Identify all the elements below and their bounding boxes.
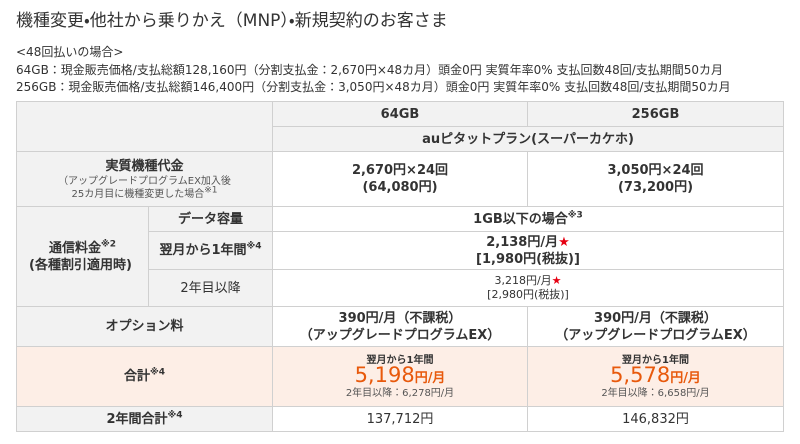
page-title: 機種変更・他社から乗りかえ（MNP）・新規契約のお客さま bbox=[16, 11, 448, 31]
sub-label: データ容量 bbox=[148, 206, 273, 232]
note: 64GB：現金販売価格/支払総額128,160円（分割支払金：2,670円×48… bbox=[16, 62, 724, 77]
cell: 3,218円/月★ [2,980円(税抜)] bbox=[272, 269, 784, 307]
sub-label: 翌月から1年間※4 bbox=[148, 231, 273, 270]
cell: 390円/月（不課税） （アップグレードプログラムEX） bbox=[272, 306, 528, 347]
row-label: 通信料金※2 (各種割引適用時) bbox=[16, 206, 149, 307]
period: 翌月から1年間 bbox=[622, 354, 689, 366]
label: 実質機種代金 bbox=[105, 158, 184, 174]
cell: 146,832円 bbox=[527, 406, 784, 432]
row: 2年間合計※4 137,712円 146,832円 bbox=[16, 406, 784, 432]
footnote-mark: ※3 bbox=[567, 210, 583, 221]
note: 256GB：現金販売価格/支払総額146,400円（分割支払金：3,050円×4… bbox=[16, 80, 731, 94]
value-tax-excl: [2,980円(税抜)] bbox=[487, 288, 569, 301]
row: 合計※4 翌月から1年間 5,198円/月 2年目以降：6,278円/月 翌月から1… bbox=[16, 346, 784, 407]
value: 3,218円/月★ bbox=[277, 274, 779, 288]
label: 合計 bbox=[123, 369, 150, 384]
cell: 137,712円 bbox=[272, 406, 528, 432]
after: 2年目以降：6,278円/月 bbox=[345, 387, 455, 399]
label-note: 25カ月目に機種変更した場合※1 bbox=[21, 185, 268, 201]
total: (73,200円) bbox=[617, 180, 694, 195]
price-table: 64GB 256GB auピタットプラン(スーパーカケホ) 実質機種代金 （アッ… bbox=[16, 101, 784, 432]
label-note: 25カ月目に機種変更した場合 bbox=[71, 188, 205, 200]
period: 翌月から1年間 bbox=[366, 354, 434, 366]
footnote-mark: ※4 bbox=[167, 410, 183, 421]
note-heading: <48回払いの場合> bbox=[16, 45, 124, 59]
notes: <48回払いの場合> 64GB：現金販売価格/支払総額128,160円（分割支払… bbox=[16, 44, 731, 97]
row-label: 合計※4 bbox=[16, 346, 273, 407]
cell: 390円/月（不課税） （アップグレードプログラムEX） bbox=[527, 306, 784, 347]
cell: 3,050円×24回 (73,200円) bbox=[527, 151, 784, 207]
total: (64,080円) bbox=[362, 180, 438, 195]
footnote-mark: ※2 bbox=[101, 239, 117, 250]
row: auピタットプラン(スーパーカケホ) bbox=[17, 126, 784, 152]
row-label: 2年間合計※4 bbox=[16, 406, 273, 432]
star: ★ bbox=[558, 234, 570, 250]
column-header: 256GB bbox=[527, 101, 784, 127]
after: 2年目以降：6,658円/月 bbox=[601, 387, 710, 399]
unit: 円/月 bbox=[414, 370, 446, 386]
row: 2年目以降 3,218円/月★ [2,980円(税抜)] bbox=[17, 269, 784, 307]
value: 390円/月（不課税） bbox=[338, 310, 462, 326]
row: 64GB 256GB bbox=[16, 101, 784, 152]
footnote-mark: ※1 bbox=[204, 185, 218, 196]
value: 3,218円/月 bbox=[494, 274, 552, 287]
value: 1GB以下の場合 bbox=[473, 211, 568, 227]
value: 2,138円/月 bbox=[486, 234, 559, 250]
price: 5,578 bbox=[610, 362, 671, 387]
label-note: （アップグレードプログラムEX加入後 bbox=[58, 175, 231, 187]
cell: 1GB以下の場合※3 bbox=[272, 206, 784, 232]
label: 通信料金 bbox=[48, 240, 101, 256]
empty-cell bbox=[16, 101, 273, 152]
unit: 円/月 bbox=[670, 370, 701, 386]
monthly: 2,670円×24回 bbox=[351, 163, 449, 178]
plan-name: auピタットプラン(スーパーカケホ) bbox=[272, 126, 784, 152]
cell: 翌月から1年間 5,198円/月 2年目以降：6,278円/月 bbox=[272, 346, 528, 407]
column-header: 64GB bbox=[272, 101, 528, 127]
cell: 翌月から1年間 5,578円/月 2年目以降：6,658円/月 bbox=[527, 346, 784, 407]
price: 5,198円/月 bbox=[277, 364, 523, 387]
price: 5,578円/月 bbox=[532, 364, 779, 387]
sub-label: 翌月から1年間 bbox=[159, 243, 247, 258]
star: ★ bbox=[551, 274, 562, 287]
label: 2年間合計 bbox=[106, 411, 168, 427]
cell: 2,670円×24回 (64,080円) bbox=[272, 151, 528, 207]
row-label: オプション料 bbox=[16, 306, 273, 347]
monthly: 3,050円×24回 bbox=[607, 163, 704, 178]
row: 翌月から1年間※4 2,138円/月★ [1,980円(税抜)] bbox=[17, 231, 784, 270]
footnote-mark: ※4 bbox=[246, 241, 262, 252]
row: オプション料 390円/月（不課税） （アップグレードプログラムEX） 390円/… bbox=[16, 306, 784, 347]
value: 2,138円/月★ bbox=[277, 234, 779, 251]
label-sub: (各種割引適用時) bbox=[29, 257, 132, 273]
label: 通信料金※2 bbox=[21, 240, 144, 257]
value-tax-excl: [1,980円(税抜)] bbox=[476, 251, 580, 267]
row-label: 実質機種代金 （アップグレードプログラムEX加入後 25カ月目に機種変更した場合… bbox=[16, 151, 273, 207]
value: 390円/月（不課税） bbox=[594, 310, 717, 326]
footnote-mark: ※4 bbox=[150, 367, 166, 378]
value: （アップグレードプログラムEX） bbox=[299, 327, 501, 343]
row: 実質機種代金 （アップグレードプログラムEX加入後 25カ月目に機種変更した場合… bbox=[16, 151, 784, 207]
sub-label: 2年目以降 bbox=[148, 269, 273, 307]
value: （アップグレードプログラムEX） bbox=[555, 327, 756, 343]
price: 5,198 bbox=[354, 362, 415, 387]
cell: 2,138円/月★ [1,980円(税抜)] bbox=[272, 231, 784, 270]
row: 通信料金※2 (各種割引適用時) データ容量 1GB以下の場合※3 bbox=[16, 206, 784, 307]
